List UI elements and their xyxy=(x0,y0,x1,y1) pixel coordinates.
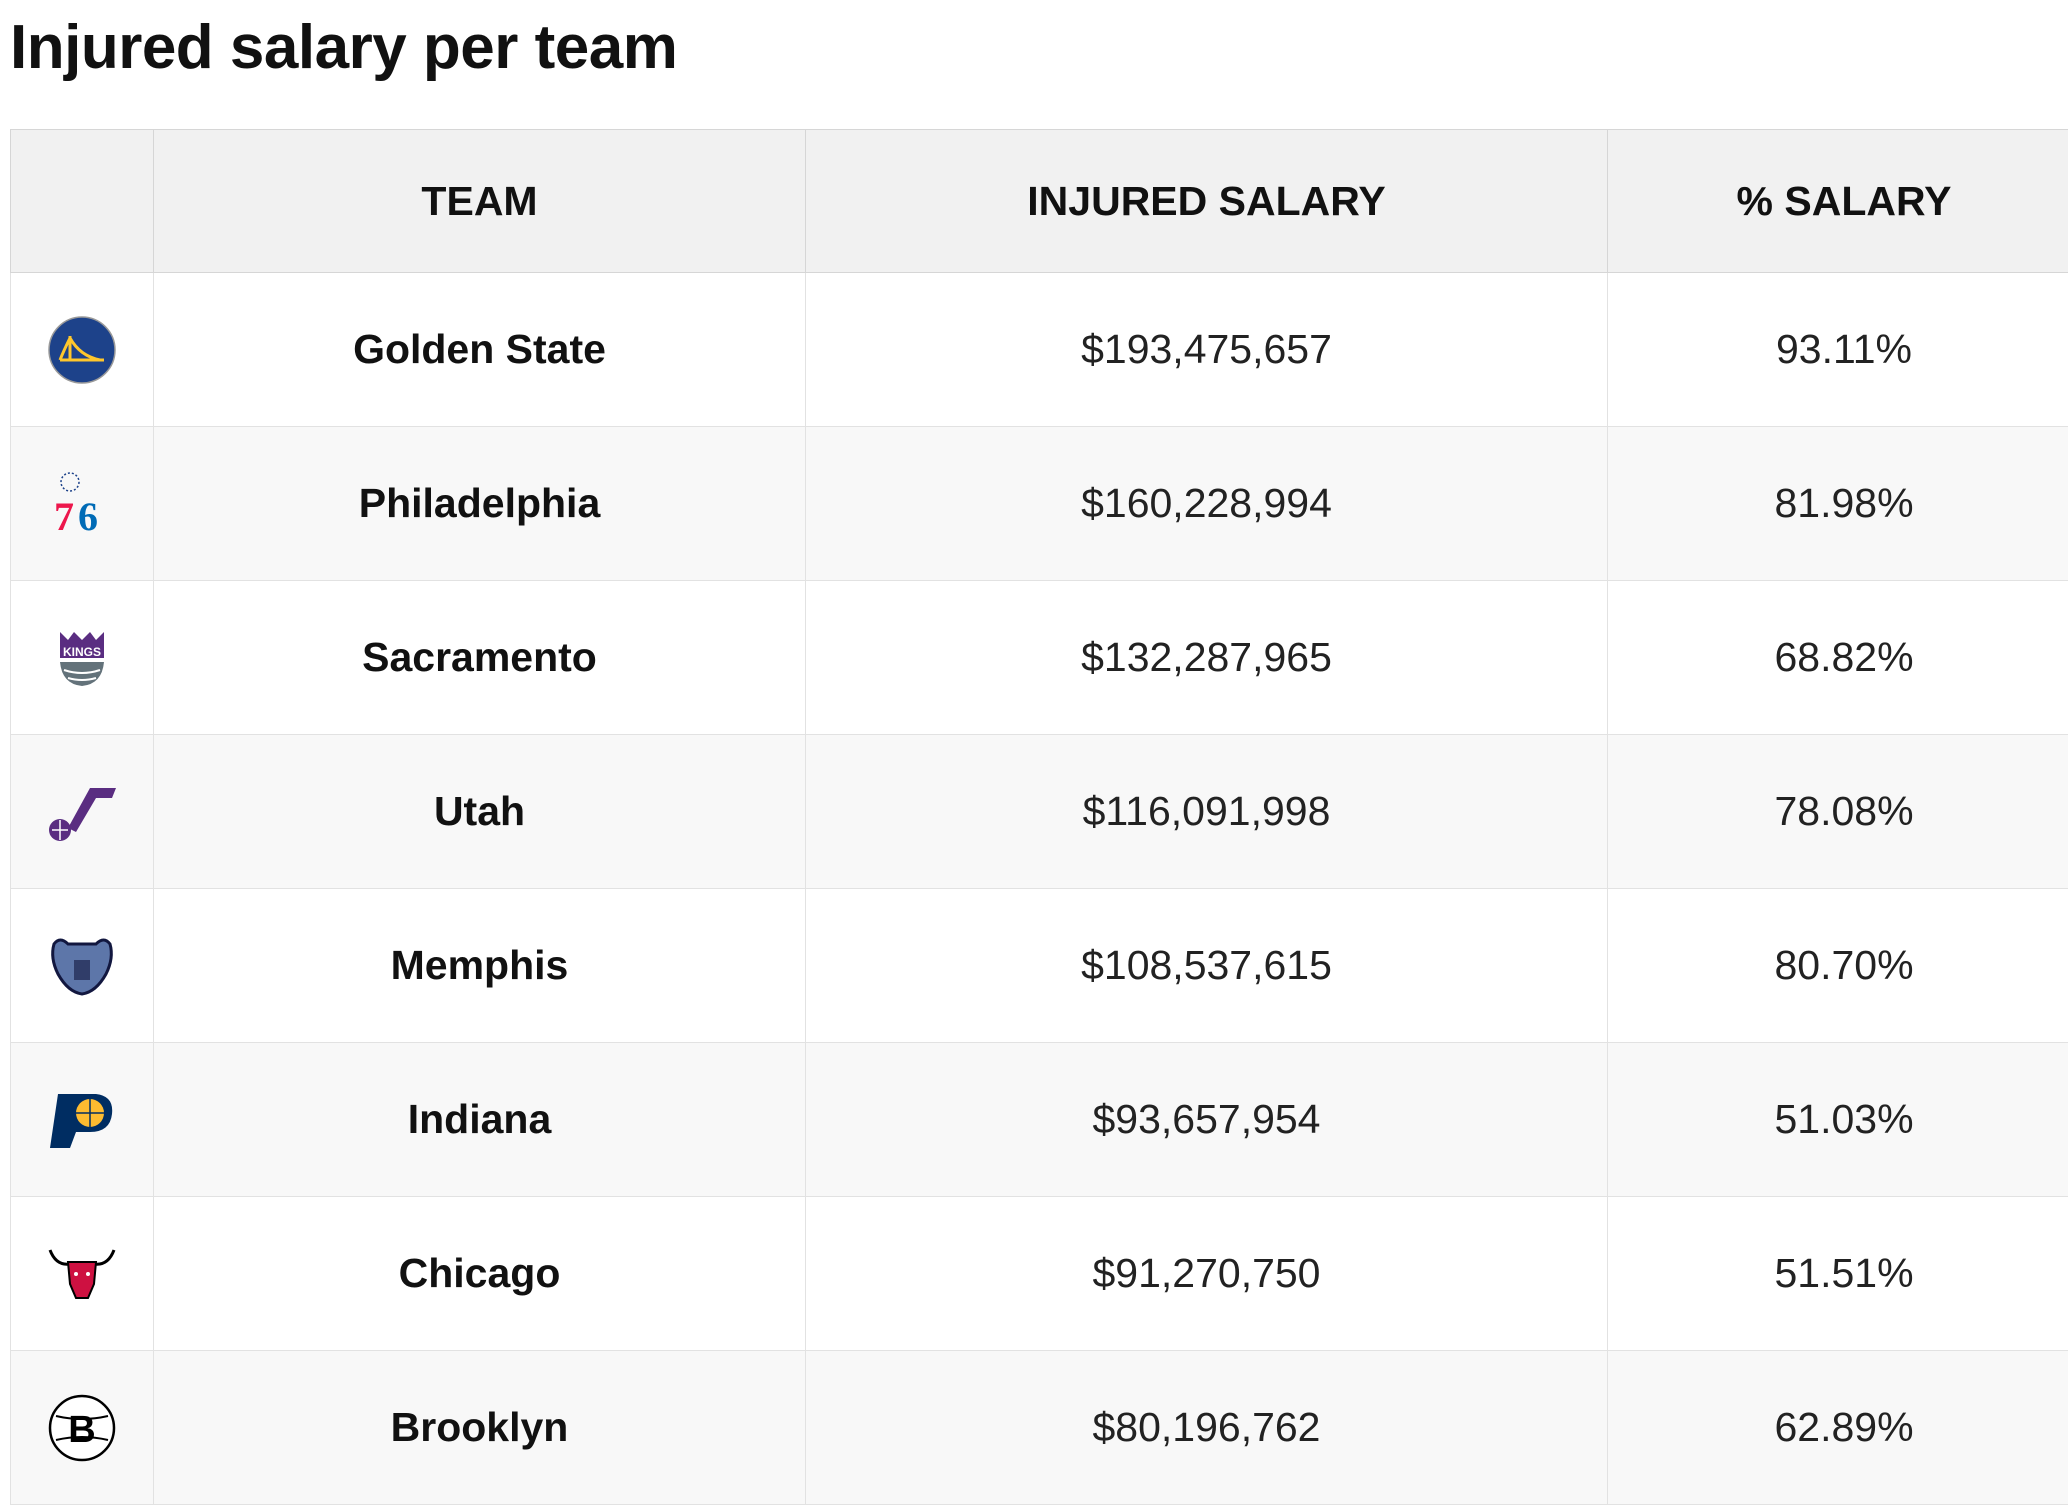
pct-salary: 81.98% xyxy=(1608,427,2068,581)
team-name: Utah xyxy=(154,735,806,889)
table-header-row: TEAM INJURED SALARY % SALARY xyxy=(11,130,2068,273)
team-name: Golden State xyxy=(154,273,806,427)
golden-state-logo-icon xyxy=(11,314,153,386)
injured-salary: $116,091,998 xyxy=(806,735,1608,889)
column-header-logo xyxy=(11,130,154,273)
team-logo-cell: KINGS xyxy=(11,581,154,735)
column-header-injured-salary[interactable]: INJURED SALARY xyxy=(806,130,1608,273)
team-logo-cell xyxy=(11,735,154,889)
team-name: Brooklyn xyxy=(154,1351,806,1505)
utah-jazz-logo-icon xyxy=(11,776,153,848)
injured-salary: $193,475,657 xyxy=(806,273,1608,427)
pct-salary: 51.51% xyxy=(1608,1197,2068,1351)
injured-salary: $91,270,750 xyxy=(806,1197,1608,1351)
svg-text:6: 6 xyxy=(78,494,98,539)
team-name: Sacramento xyxy=(154,581,806,735)
chicago-bulls-logo-icon xyxy=(11,1238,153,1310)
pct-salary: 62.89% xyxy=(1608,1351,2068,1505)
brooklyn-nets-logo-icon: B xyxy=(11,1392,153,1464)
indiana-pacers-logo-icon xyxy=(11,1084,153,1156)
team-name: Philadelphia xyxy=(154,427,806,581)
page-title: Injured salary per team xyxy=(10,12,677,83)
memphis-grizzlies-logo-icon xyxy=(11,930,153,1002)
pct-salary: 68.82% xyxy=(1608,581,2068,735)
team-logo-cell xyxy=(11,273,154,427)
team-logo-cell xyxy=(11,1197,154,1351)
team-logo-cell xyxy=(11,1043,154,1197)
pct-salary: 51.03% xyxy=(1608,1043,2068,1197)
sacramento-kings-logo-icon: KINGS xyxy=(11,622,153,694)
team-name: Indiana xyxy=(154,1043,806,1197)
pct-salary: 93.11% xyxy=(1608,273,2068,427)
pct-salary: 78.08% xyxy=(1608,735,2068,889)
injured-salary: $108,537,615 xyxy=(806,889,1608,1043)
injured-salary: $93,657,954 xyxy=(806,1043,1608,1197)
injured-salary: $160,228,994 xyxy=(806,427,1608,581)
injured-salary: $132,287,965 xyxy=(806,581,1608,735)
svg-text:B: B xyxy=(68,1409,95,1451)
team-logo-cell xyxy=(11,889,154,1043)
team-name: Memphis xyxy=(154,889,806,1043)
injured-salary-table: TEAM INJURED SALARY % SALARY Golden Stat… xyxy=(10,129,2068,1505)
team-logo-cell: B xyxy=(11,1351,154,1505)
pct-salary: 80.70% xyxy=(1608,889,2068,1043)
svg-text:7: 7 xyxy=(54,494,74,539)
injured-salary: $80,196,762 xyxy=(806,1351,1608,1505)
svg-text:KINGS: KINGS xyxy=(63,645,101,659)
column-header-team[interactable]: TEAM xyxy=(154,130,806,273)
team-name: Chicago xyxy=(154,1197,806,1351)
column-header-pct-salary[interactable]: % SALARY xyxy=(1608,130,2068,273)
